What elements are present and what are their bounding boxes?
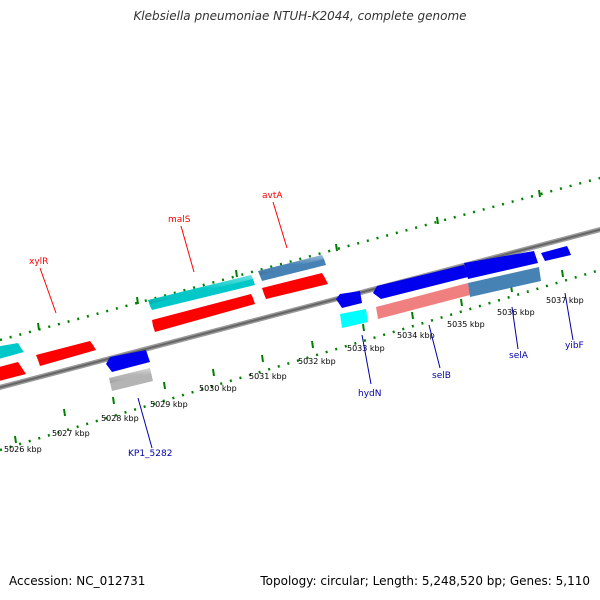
tick-label: 5034 kbp (397, 331, 435, 340)
gene-arrow[interactable] (373, 265, 468, 299)
tick-label: 5029 kbp (150, 400, 188, 409)
gene-arrow[interactable] (541, 246, 571, 261)
gene-label-yibF: yibF (565, 341, 584, 351)
gene-arrow[interactable] (336, 291, 362, 308)
gene-label-avtA: avtA (262, 191, 283, 201)
genome-summary: Topology: circular; Length: 5,248,520 bp… (260, 574, 590, 588)
tick-label: 5035 kbp (447, 320, 485, 329)
reverse-major-ticks (14, 269, 564, 444)
gene-label-KP1_5282: KP1_5282 (128, 449, 172, 459)
gene-arrow-xylR[interactable] (36, 341, 96, 366)
gene-arrow[interactable] (0, 362, 26, 382)
gene-arrow[interactable] (152, 294, 255, 332)
gene-label-hydN: hydN (358, 389, 381, 399)
tick-label: 5036 kbp (497, 308, 535, 317)
gene-arrow-hydN[interactable] (340, 309, 368, 328)
accession-label: Accession: NC_012731 (9, 574, 146, 588)
map-title: Klebsiella pneumoniae NTUH-K2044, comple… (133, 9, 467, 23)
gene-labels: xylR malS avtA KP1_5282 hydN selB selA y… (29, 191, 584, 459)
tick-label: 5033 kbp (347, 344, 385, 353)
gene-features-upper (0, 246, 571, 360)
tick-label: 5031 kbp (249, 372, 287, 381)
tick-label: 5030 kbp (199, 384, 237, 393)
genome-backbone (0, 227, 600, 390)
tick-label: 5027 kbp (52, 429, 90, 438)
gene-label-selB: selB (432, 371, 451, 381)
tick-label: 5037 kbp (546, 296, 584, 305)
gene-arrow-selB[interactable] (376, 283, 470, 319)
gene-label-selA: selA (509, 351, 529, 361)
forward-tick-track (0, 176, 600, 342)
gene-arrow[interactable] (262, 273, 328, 299)
gene-label-malS: malS (168, 215, 191, 225)
tick-label: 5028 kbp (101, 414, 139, 423)
tick-label: 5026 kbp (4, 445, 42, 454)
gene-leader-lines (39, 201, 574, 449)
gene-features-middle (0, 265, 541, 391)
forward-major-ticks (37, 189, 541, 331)
gene-arrow[interactable] (464, 251, 538, 279)
tick-label: 5032 kbp (298, 357, 336, 366)
gene-arrow[interactable] (106, 350, 150, 372)
tick-labels: 5026 kbp 5027 kbp 5028 kbp 5029 kbp 5030… (4, 296, 584, 454)
gene-label-xylR: xylR (29, 257, 48, 267)
gene-arrow-selA[interactable] (468, 267, 541, 297)
gene-arrow[interactable] (0, 343, 24, 360)
